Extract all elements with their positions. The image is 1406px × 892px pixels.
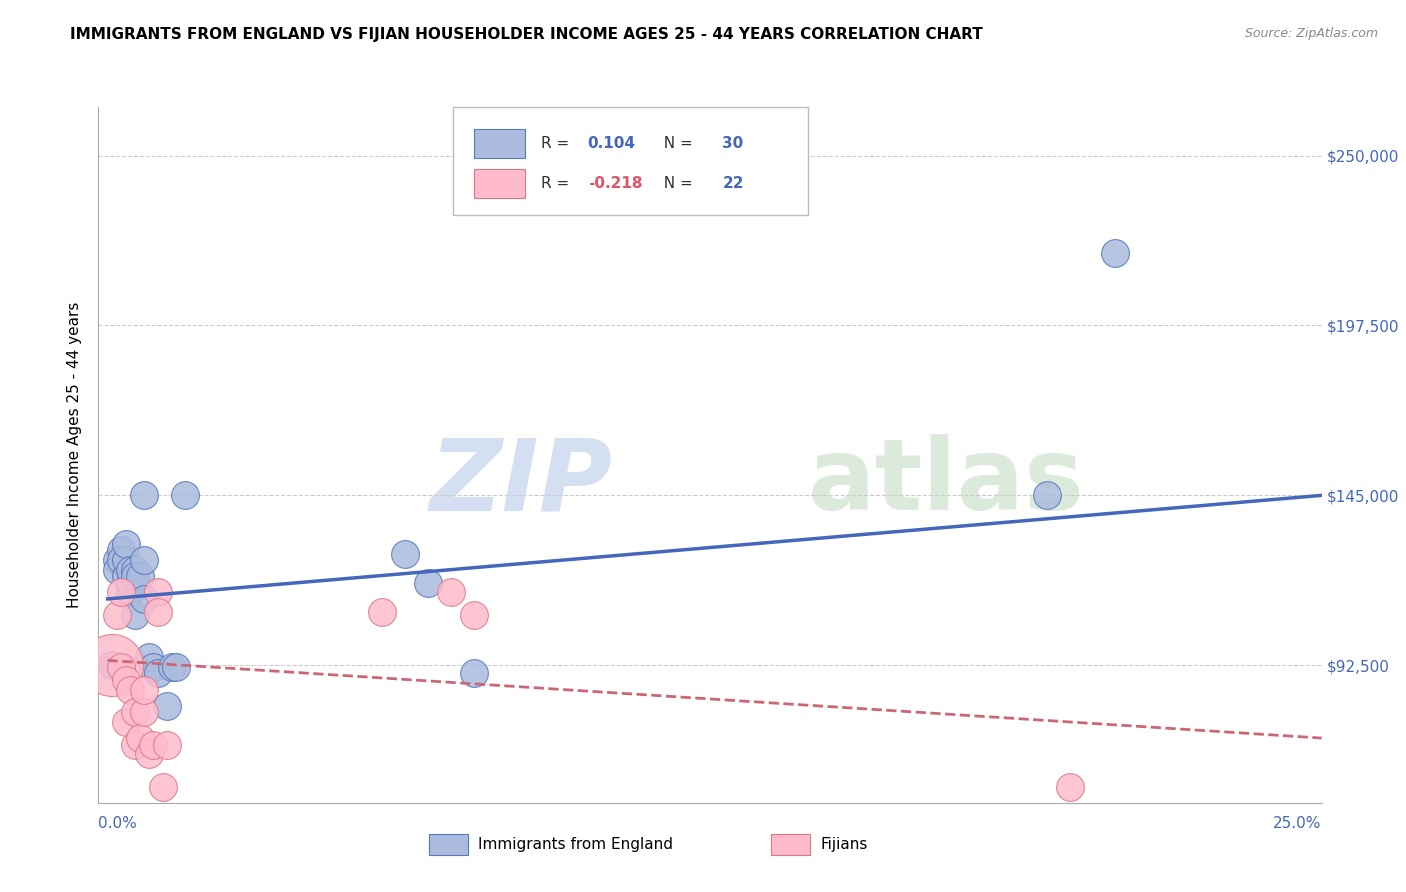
Point	[110, 553, 132, 567]
Point	[134, 553, 156, 567]
Text: R =: R =	[541, 176, 574, 191]
Point	[134, 488, 156, 502]
Text: N =: N =	[654, 136, 697, 151]
Point	[120, 682, 142, 697]
Y-axis label: Householder Income Ages 25 - 44 years: Householder Income Ages 25 - 44 years	[67, 301, 83, 608]
Point	[134, 682, 156, 697]
Text: 0.104: 0.104	[588, 136, 636, 151]
Point	[1035, 488, 1057, 502]
Point	[134, 591, 156, 606]
Point	[142, 738, 165, 752]
Text: 0.0%: 0.0%	[98, 816, 138, 831]
Text: atlas: atlas	[808, 434, 1084, 532]
Point	[463, 666, 485, 681]
Point	[115, 714, 138, 729]
Point	[394, 547, 416, 561]
Point	[101, 658, 124, 673]
Point	[440, 585, 463, 599]
Point	[1104, 245, 1126, 260]
Point	[110, 543, 132, 558]
Point	[128, 569, 150, 583]
Point	[110, 585, 132, 599]
Point	[115, 569, 138, 583]
Text: 25.0%: 25.0%	[1274, 816, 1322, 831]
Point	[174, 488, 197, 502]
Text: R =: R =	[541, 136, 574, 151]
FancyBboxPatch shape	[772, 834, 810, 855]
Point	[105, 563, 128, 577]
Point	[418, 575, 440, 590]
FancyBboxPatch shape	[474, 128, 526, 158]
Point	[105, 553, 128, 567]
Text: ZIP: ZIP	[429, 434, 612, 532]
Point	[115, 553, 138, 567]
Point	[156, 698, 179, 713]
FancyBboxPatch shape	[429, 834, 468, 855]
Text: Immigrants from England: Immigrants from England	[478, 837, 672, 852]
Point	[124, 563, 146, 577]
Point	[146, 666, 169, 681]
Point	[156, 738, 179, 752]
Text: N =: N =	[654, 176, 697, 191]
Text: 22: 22	[723, 176, 744, 191]
Point	[165, 660, 187, 674]
Point	[115, 673, 138, 687]
Point	[160, 660, 183, 674]
Point	[124, 705, 146, 719]
Text: Source: ZipAtlas.com: Source: ZipAtlas.com	[1244, 27, 1378, 40]
Point	[142, 660, 165, 674]
Point	[115, 537, 138, 551]
Point	[146, 585, 169, 599]
FancyBboxPatch shape	[453, 107, 808, 215]
Point	[463, 608, 485, 623]
Point	[110, 660, 132, 674]
Point	[138, 650, 160, 665]
Point	[1059, 780, 1081, 794]
Point	[105, 608, 128, 623]
Point	[371, 605, 394, 619]
FancyBboxPatch shape	[474, 169, 526, 198]
Text: -0.218: -0.218	[588, 176, 643, 191]
Point	[120, 585, 142, 599]
Point	[152, 780, 174, 794]
Point	[124, 738, 146, 752]
Point	[134, 705, 156, 719]
Point	[128, 731, 150, 745]
Text: Fijians: Fijians	[820, 837, 868, 852]
Text: 30: 30	[723, 136, 744, 151]
Point	[124, 608, 146, 623]
Point	[120, 563, 142, 577]
Point	[138, 747, 160, 762]
Text: IMMIGRANTS FROM ENGLAND VS FIJIAN HOUSEHOLDER INCOME AGES 25 - 44 YEARS CORRELAT: IMMIGRANTS FROM ENGLAND VS FIJIAN HOUSEH…	[70, 27, 983, 42]
Point	[146, 605, 169, 619]
Point	[101, 658, 124, 673]
Point	[124, 569, 146, 583]
Point	[120, 575, 142, 590]
